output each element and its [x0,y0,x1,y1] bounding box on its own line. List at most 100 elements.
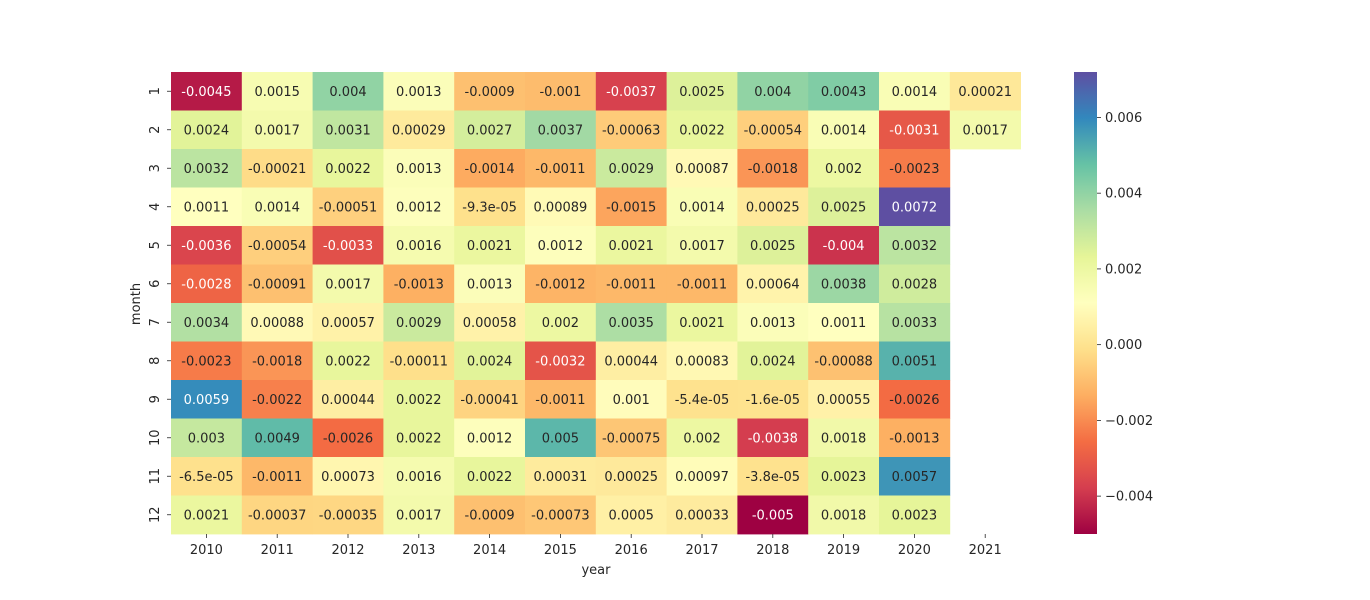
heatmap-cell [241,380,313,419]
cell-value-label: 0.00087 [675,162,729,177]
y-tick-label: 4 [148,203,163,211]
heatmap-cell [737,226,809,265]
cell-value-label: 0.00073 [321,470,375,485]
heatmap-cell [241,418,313,458]
cell-value-label: 0.0013 [396,85,442,100]
heatmap-cell [595,72,667,111]
cell-value-label: -0.00021 [248,162,306,177]
cell-value-label: 0.0014 [892,85,938,100]
heatmap-cell [737,380,809,419]
heatmap-cell [171,303,243,342]
cell-value-label: -0.0014 [465,162,515,177]
heatmap-cell [595,187,667,227]
heatmap-cell [383,187,455,227]
heatmap-cell [808,418,880,458]
x-tick-label: 2013 [402,543,435,558]
cell-value-label: 0.0017 [679,239,725,254]
cell-value-label: -0.0036 [181,239,231,254]
cell-value-label: 0.00025 [604,470,658,485]
cell-value-label: 0.0013 [750,316,796,331]
cell-value-label: -0.004 [823,239,865,254]
colorbar-ticks: −0.004 −0.002 0.000 0.002 0.004 0.006 [1097,111,1153,505]
cell-value-label: -0.0011 [535,162,585,177]
cell-value-label: -6.5e-05 [179,470,234,485]
cell-value-label: 0.0017 [396,508,442,523]
cell-value-label: -0.00075 [602,431,660,446]
cell-value-label: -0.0032 [535,354,585,369]
cell-value-label: -0.00054 [744,123,802,138]
heatmap-cell [525,72,597,111]
heatmap-cell [383,495,455,535]
cell-value-label: 0.0017 [325,277,371,292]
heatmap-cell [383,264,455,304]
cell-value-label: 0.0027 [467,123,513,138]
colorbar: −0.004 −0.002 0.000 0.002 0.004 0.006 [1074,72,1153,534]
heatmap-cell [808,495,880,535]
cell-value-label: 0.00021 [958,85,1012,100]
heatmap-cell [808,380,880,419]
heatmap-cell [171,495,243,535]
cell-value-label: 0.002 [825,162,862,177]
heatmap-cell [454,72,526,111]
cell-value-label: 0.0057 [892,470,938,485]
heatmap-cell [525,110,597,150]
cell-value-label: -0.0026 [323,431,373,446]
cell-value-label: 0.0016 [396,239,442,254]
cell-value-label: 0.0022 [396,431,442,446]
cell-value-label: -0.0011 [677,277,727,292]
cell-value-label: -0.0009 [465,85,515,100]
heatmap-cell [808,264,880,304]
heatmap-cell [808,110,880,150]
cell-value-label: 0.0031 [325,123,371,138]
x-tick-label: 2015 [544,543,577,558]
cell-value-label: -5.4e-05 [675,393,730,408]
heatmap-cell [312,264,384,304]
x-tick-label: 2011 [261,543,294,558]
cell-value-label: -0.0013 [394,277,444,292]
cell-value-label: 0.0021 [608,239,654,254]
heatmap-cell [737,110,809,150]
heatmap-cell [241,149,313,188]
cell-value-label: 0.0016 [396,470,442,485]
heatmap-cell [454,457,526,496]
heatmap-cell [595,226,667,265]
heatmap-cell [879,149,951,188]
heatmap-cell [241,187,313,227]
heatmap-cell [312,495,384,535]
heatmap-cell [737,457,809,496]
cell-value-label: 0.0024 [750,354,796,369]
y-tick-label: 8 [148,357,163,365]
cell-value-label: -0.00011 [390,354,448,369]
cell-value-label: 0.0024 [467,354,513,369]
cell-value-label: 0.002 [542,316,579,331]
heatmap-cell [595,380,667,419]
heatmap-cell-labels: -0.0045 0.0015 0.004 0.0013 -0.0009 -0.001 -0.… [179,85,1012,524]
cell-value-label: 0.0017 [254,123,300,138]
heatmap-cell [312,303,384,342]
cell-value-label: 0.0015 [254,85,300,100]
heatmap-cell [666,303,738,342]
heatmap-cell [312,226,384,265]
heatmap-cell [312,110,384,150]
x-tick-label: 2012 [331,543,364,558]
colorbar-tick-label: 0.002 [1105,262,1142,277]
cell-value-label: -0.0026 [889,393,939,408]
heatmap-cell [595,418,667,458]
x-tick-label: 2020 [898,543,931,558]
heatmap-cell [312,187,384,227]
cell-value-label: 0.00097 [675,470,729,485]
cell-value-label: -0.001 [539,85,581,100]
y-axis-label: month [129,283,144,325]
colorbar-tick-label: 0.006 [1105,111,1142,126]
cell-value-label: 0.0051 [892,354,938,369]
cell-value-label: 0.002 [683,431,720,446]
cell-value-label: 0.0028 [892,277,938,292]
x-tick-label: 2017 [685,543,718,558]
heatmap-cell [241,264,313,304]
cell-value-label: 0.0014 [254,200,300,215]
heatmap-cell [737,303,809,342]
heatmap-cell [595,264,667,304]
heatmap-cell [312,72,384,111]
